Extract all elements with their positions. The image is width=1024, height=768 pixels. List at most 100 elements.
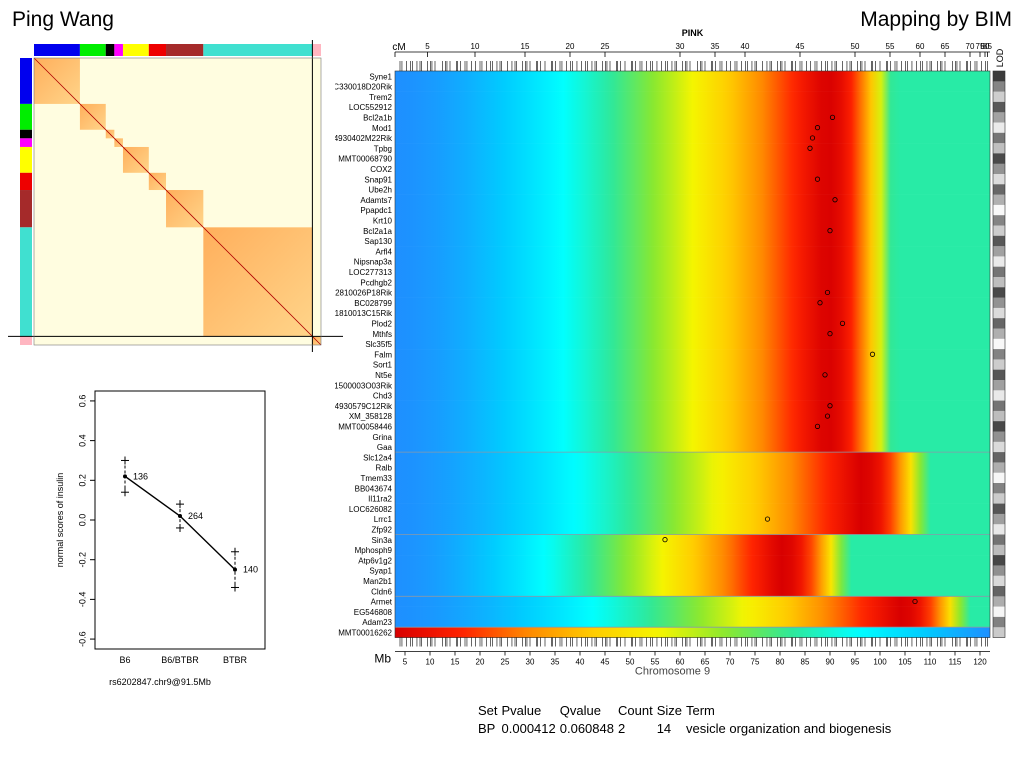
heatmap-row bbox=[395, 266, 990, 278]
gene-label: Ralb bbox=[376, 464, 393, 473]
qtl-marker bbox=[822, 372, 828, 378]
module-color-bar-left bbox=[20, 138, 32, 147]
y-tick-label: 0.4 bbox=[77, 434, 87, 447]
lod-cell bbox=[993, 400, 1005, 412]
module-correlation-heatmap bbox=[8, 40, 343, 355]
heatmap-row bbox=[395, 71, 990, 82]
genotype-effect-panel: -0.6 -0.4 -0.2 0.0 0.2 0.4 0.6 normal scores of… bbox=[50, 385, 282, 695]
gene-label: Atp6v1g2 bbox=[358, 556, 392, 565]
cm-tick-label: 10 bbox=[471, 42, 480, 51]
lod-cell bbox=[993, 503, 1005, 515]
heatmap-row bbox=[395, 132, 990, 144]
cm-axis-label: cM bbox=[392, 42, 405, 53]
lod-cell bbox=[993, 627, 1005, 638]
heatmap-row bbox=[395, 112, 990, 123]
qtl-marker bbox=[839, 320, 846, 326]
lod-cell bbox=[993, 318, 1005, 329]
lod-cell bbox=[993, 122, 1005, 134]
module-correlation-panel bbox=[8, 40, 344, 357]
qtl-marker bbox=[807, 145, 813, 151]
module-color-bar-top bbox=[166, 44, 204, 56]
heatmap-row bbox=[395, 452, 990, 463]
lod-cell bbox=[993, 452, 1005, 463]
heatmap-row bbox=[395, 174, 990, 185]
mb-tick-label: 5 bbox=[403, 658, 408, 667]
gene-label: Mphosph9 bbox=[355, 546, 393, 555]
heatmap-frame bbox=[394, 70, 991, 638]
heatmap-row bbox=[395, 256, 990, 267]
mean-point bbox=[233, 567, 237, 572]
gene-label: 4930579C12Rik bbox=[335, 402, 393, 411]
module-color-bar-left bbox=[20, 146, 32, 173]
mb-tick-label: 85 bbox=[801, 658, 810, 667]
lod-cell bbox=[993, 349, 1005, 360]
module-color-bar-top bbox=[122, 44, 149, 56]
mb-tick-label: 30 bbox=[526, 658, 535, 667]
heatmap-row bbox=[395, 616, 990, 628]
heatmap-row bbox=[395, 390, 990, 401]
heatmap-row bbox=[395, 503, 990, 515]
heatmap-row bbox=[395, 400, 990, 412]
gene-label: Pcdhgb2 bbox=[360, 278, 392, 287]
cm-tick-label: 60 bbox=[916, 42, 925, 51]
lod-cell bbox=[993, 369, 1005, 381]
lod-cell bbox=[993, 71, 1005, 82]
table-header-row: Set Pvalue Qvalue Count Size Term bbox=[478, 703, 895, 721]
gene-label: COX2 bbox=[370, 165, 392, 174]
lod-cell bbox=[993, 174, 1005, 185]
qtl-marker bbox=[832, 197, 838, 203]
heatmap-row bbox=[395, 122, 990, 134]
table-header-qvalue: Qvalue bbox=[559, 703, 601, 718]
heatmap-row bbox=[395, 431, 990, 443]
y-tick-label: -0.4 bbox=[77, 592, 87, 608]
table-cell-qvalue: 0.060848 bbox=[559, 721, 614, 736]
heatmap-row bbox=[395, 586, 990, 597]
cm-tick-label: 80 bbox=[981, 42, 990, 51]
gene-label: LOC552912 bbox=[349, 103, 393, 112]
eqtl-heatmap: Syne1C330018D20RikTrem2LOC552912Bcl2a1bM… bbox=[333, 28, 1006, 678]
heatmap-row bbox=[395, 493, 990, 504]
gene-label: 1500003O03Rik bbox=[335, 381, 393, 390]
cm-tick-label: 55 bbox=[886, 42, 895, 51]
chromosome-label: Chromosome 9 bbox=[635, 666, 710, 678]
gene-label: BC028799 bbox=[354, 299, 392, 308]
qtl-marker bbox=[814, 423, 821, 429]
gene-label: Sap130 bbox=[364, 237, 392, 246]
lod-cell bbox=[993, 307, 1005, 319]
mb-tick-label: 10 bbox=[426, 658, 435, 667]
go-enrichment-table: Set Pvalue Qvalue Count Size Term BP 0.0… bbox=[478, 703, 895, 739]
cm-tick-label: 45 bbox=[796, 42, 805, 51]
mb-tick-label: 20 bbox=[476, 658, 485, 667]
gene-label: Tpbg bbox=[374, 144, 392, 153]
table-row: BP 0.000412 0.060848 2 14 vesicle organi… bbox=[478, 721, 895, 739]
heatmap-row bbox=[395, 410, 990, 422]
gene-label: Mthfs bbox=[372, 330, 392, 339]
author-name: Ping Wang bbox=[12, 8, 114, 31]
count-label: 264 bbox=[188, 511, 203, 521]
lod-cell bbox=[993, 112, 1005, 123]
mb-tick-label: 120 bbox=[973, 658, 987, 667]
lod-strip-frame bbox=[992, 70, 1006, 638]
heatmap-row bbox=[395, 349, 990, 360]
module-color-bar-left bbox=[20, 58, 32, 104]
gene-label: Chd3 bbox=[373, 392, 393, 401]
heatmap-row bbox=[395, 575, 990, 587]
qtl-marker bbox=[824, 413, 831, 419]
lod-cell bbox=[993, 575, 1005, 587]
heatmap-row bbox=[395, 143, 990, 154]
heatmap-row bbox=[395, 544, 990, 556]
y-tick-label: 0.0 bbox=[77, 514, 87, 527]
lod-cell bbox=[993, 287, 1005, 298]
gene-label: 1810013C15Rik bbox=[335, 309, 393, 318]
lod-cell bbox=[993, 431, 1005, 443]
lod-cell bbox=[993, 204, 1005, 216]
heatmap-row bbox=[395, 235, 990, 247]
mb-tick-label: 90 bbox=[826, 658, 835, 667]
lod-cell bbox=[993, 215, 1005, 226]
mb-tick-label: 25 bbox=[501, 658, 510, 667]
module-color-bar-top bbox=[203, 44, 313, 56]
gene-label: BB043674 bbox=[355, 484, 393, 493]
gene-label: Nt5e bbox=[375, 371, 392, 380]
heatmap-row bbox=[395, 277, 990, 288]
lod-cell bbox=[993, 225, 1005, 237]
